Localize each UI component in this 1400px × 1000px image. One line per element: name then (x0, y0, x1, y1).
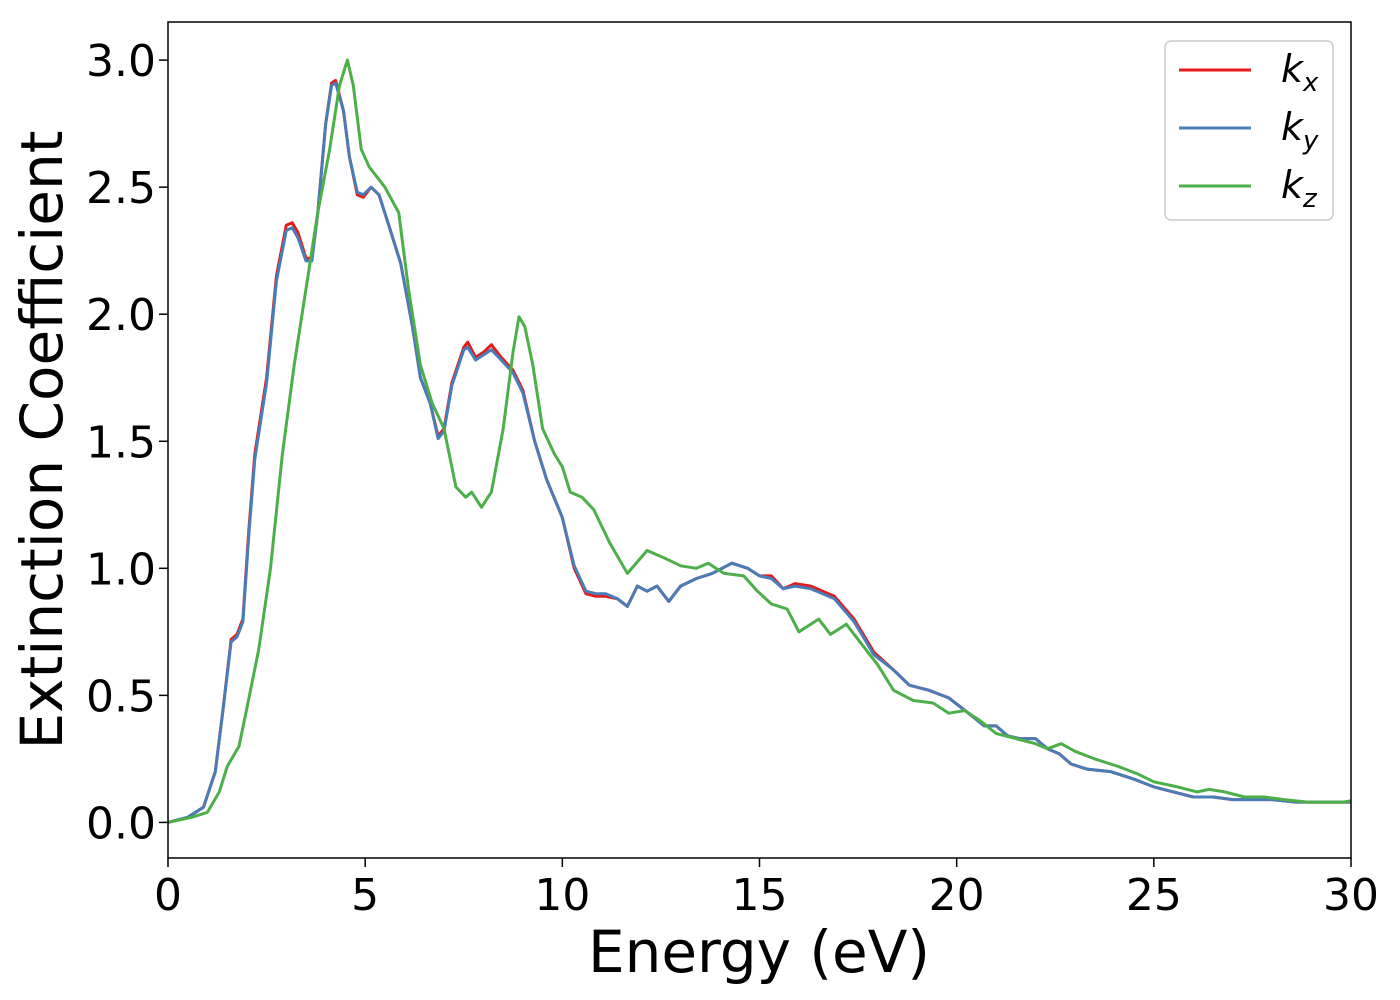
y-tick-label: 2.0 (86, 290, 156, 341)
x-tick-label: 30 (1323, 870, 1379, 921)
x-tick-label: 5 (351, 870, 379, 921)
y-tick-label: 1.5 (86, 417, 156, 468)
x-tick-label: 20 (929, 870, 985, 921)
series-layer (168, 58, 1351, 824)
legend-label-z: kz (1281, 163, 1318, 214)
x-tick-label: 15 (732, 870, 788, 921)
y-axis: 0.0 0.5 1.0 1.5 2.0 2.5 3.0 (86, 36, 168, 849)
x-axis: 0 5 10 15 20 25 30 (154, 858, 1379, 921)
legend-label-y: ky (1281, 105, 1319, 156)
x-axis-label: Energy (eV) (588, 918, 930, 986)
y-tick-label: 2.5 (86, 163, 156, 214)
x-tick-label: 25 (1126, 870, 1182, 921)
y-tick-label: 1.0 (86, 544, 156, 595)
x-tick-label: 0 (154, 870, 182, 921)
y-axis-label: Extinction Coefficient (8, 131, 76, 750)
x-tick-label: 10 (534, 870, 590, 921)
legend-label-x: kx (1281, 47, 1319, 98)
y-tick-label: 3.0 (86, 36, 156, 87)
y-tick-label: 0.0 (86, 798, 156, 849)
series-line-z (168, 58, 1351, 824)
y-tick-label: 0.5 (86, 671, 156, 722)
legend-box (1164, 40, 1334, 221)
legend: kx ky kz (1164, 40, 1334, 221)
